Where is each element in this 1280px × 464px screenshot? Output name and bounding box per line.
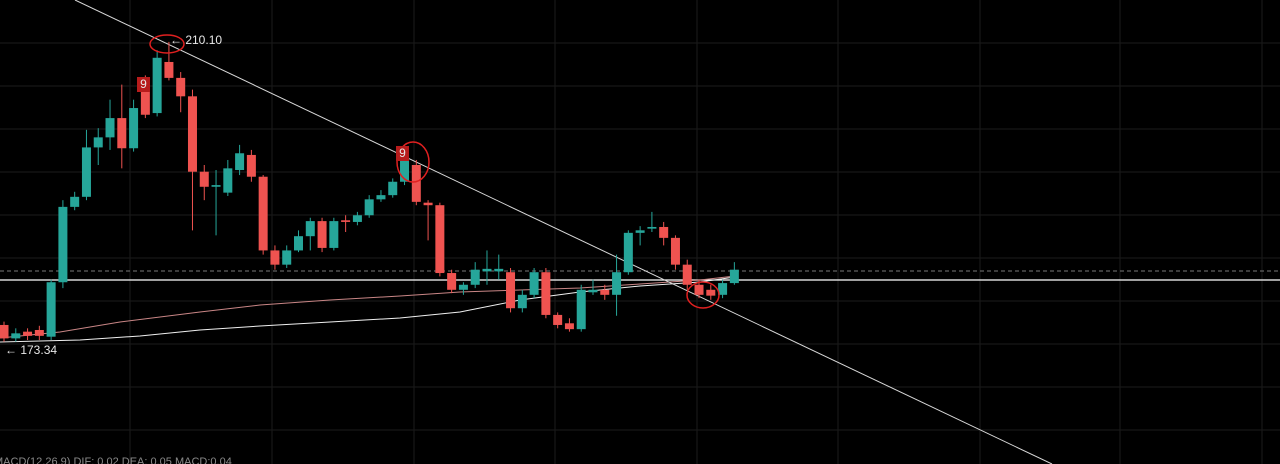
highlight-circle (686, 281, 720, 309)
indicator-label: MACD(12,26,9) DIF: 0.02 DEA: 0.05 MACD:0… (0, 456, 232, 464)
candle-body (529, 272, 539, 295)
candle-body (329, 221, 339, 248)
marker-label: 9 (140, 77, 147, 91)
marker-label: 9 (399, 146, 406, 160)
candle-body (423, 202, 433, 206)
candle-body (706, 289, 716, 296)
candle-body (541, 272, 551, 315)
candle-body (58, 206, 68, 283)
candle-body (129, 108, 139, 149)
candle-body (682, 264, 692, 285)
candle-body (81, 147, 91, 197)
candle-body (600, 289, 610, 295)
candle-body (376, 195, 386, 200)
candle-body (647, 226, 657, 229)
candle-body (305, 221, 315, 237)
candle-body (270, 250, 280, 265)
candle-body (211, 185, 221, 187)
candle-body (447, 273, 457, 290)
candle-body (564, 323, 574, 330)
candle-body (105, 118, 115, 138)
candle-body (176, 77, 186, 97)
candle-body (494, 268, 504, 272)
low-label: ← 173.34 (5, 343, 57, 357)
candle-body (46, 282, 56, 337)
candle-body (93, 137, 103, 148)
candle-body (117, 118, 127, 149)
candle-body (11, 333, 21, 339)
candle-body (506, 272, 516, 309)
candles (0, 41, 739, 342)
candle-body (258, 176, 268, 251)
candle-body (694, 284, 704, 295)
candle-body (282, 250, 292, 265)
candle-body (470, 269, 480, 285)
candle-body (235, 153, 245, 171)
candle-body (388, 181, 398, 196)
candle-body (623, 232, 633, 273)
candle-body (670, 237, 680, 265)
moving-average (0, 276, 736, 343)
candle-body (140, 80, 150, 115)
candle-body (400, 149, 410, 182)
candle-body (553, 314, 563, 325)
candle-body (164, 61, 174, 78)
marker-badge (396, 146, 409, 161)
candle-body (588, 289, 598, 293)
trend-line (74, 0, 1053, 464)
candle-body (341, 220, 351, 222)
candle-body (352, 215, 362, 222)
candle-body (458, 284, 468, 290)
moving-average (0, 275, 736, 339)
candle-body (612, 272, 622, 295)
highlight-circle (149, 34, 185, 54)
candle-body (0, 324, 9, 339)
candle-body (152, 57, 162, 114)
candle-body (199, 171, 209, 187)
candle-body (34, 329, 44, 336)
candle-body (718, 283, 728, 295)
candle-body (576, 289, 586, 330)
candle-body (70, 196, 80, 207)
high-label: ← 210.10 (170, 33, 222, 47)
candle-body (635, 230, 645, 233)
candle-body (435, 205, 445, 274)
candle-body (294, 236, 303, 251)
candle-body (659, 226, 669, 238)
candle-body (364, 199, 374, 216)
candle-body (246, 154, 256, 177)
marker-badge (137, 77, 150, 92)
candle-body (223, 168, 233, 193)
candle-body (729, 269, 739, 284)
candle-body (411, 164, 421, 202)
candle-body (187, 96, 197, 172)
candle-body (317, 221, 327, 248)
candle-body (23, 331, 33, 336)
highlight-circle (396, 141, 430, 183)
candle-body (482, 268, 492, 272)
candle-body (517, 294, 527, 309)
